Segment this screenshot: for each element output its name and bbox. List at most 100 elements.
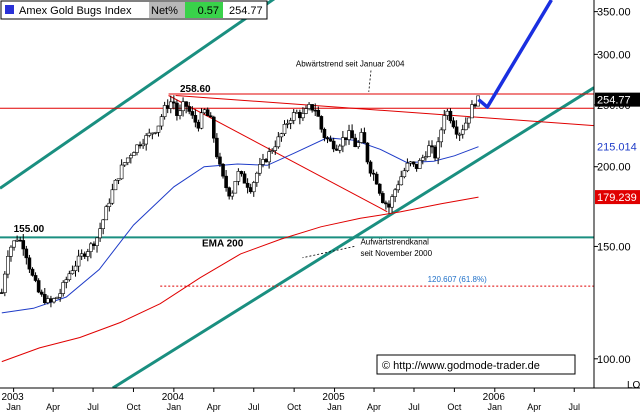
x-tick-month: Jan [327, 402, 342, 412]
candle-body [251, 182, 256, 193]
x-tick-year: 2003 [1, 392, 24, 403]
candle-body [467, 117, 471, 124]
candle-body [98, 228, 102, 239]
plot-clip-group: 258.60 155.00 EMA 200 Abwärtstrend seit Jan… [0, 0, 594, 388]
candle-body [181, 101, 185, 112]
candle-body [331, 140, 336, 150]
candle-body [92, 243, 96, 246]
value-label-bg [595, 190, 640, 205]
candle-body [89, 243, 93, 252]
candle-body [15, 239, 19, 242]
candle-body [190, 111, 195, 116]
projection-arrow [477, 0, 553, 109]
candle-body [61, 282, 66, 294]
candle-body [227, 187, 231, 197]
candle-body [427, 145, 431, 157]
candle-body [402, 170, 407, 178]
x-tick-month: Jan [167, 402, 182, 412]
header-net-value: 0.57 [198, 5, 219, 17]
candle-body [55, 296, 59, 299]
y-tick-label: 350.00 [597, 7, 631, 19]
candle-body [470, 104, 474, 119]
candle-body [230, 192, 235, 197]
header-net-label-bg [149, 2, 185, 18]
copyright-box: © http://www.godmode-trader.de [376, 354, 576, 375]
candle-body [362, 132, 367, 144]
candle-body [377, 183, 382, 194]
candle-body [199, 112, 204, 129]
candle-body [58, 293, 62, 298]
candle-body [457, 133, 462, 136]
candle-body [319, 116, 324, 130]
candle-body [36, 280, 41, 293]
x-tick-year: 2005 [322, 392, 345, 403]
candle-body [414, 163, 419, 169]
y-tick-label: 300.00 [597, 49, 631, 61]
candle-body [129, 155, 133, 159]
copyright-text: © http://www.godmode-trader.de [382, 360, 540, 372]
candle-body [347, 130, 351, 140]
candle-body [405, 162, 410, 172]
candle-body [350, 130, 354, 139]
candle-body [242, 173, 247, 184]
x-tick-month: Jul [568, 402, 580, 412]
candle-body [27, 257, 32, 270]
candle-body [381, 193, 385, 204]
candle-body [172, 101, 176, 104]
chart-annotation: Abwärtstrend seit Januar 2004 [296, 60, 405, 69]
ema200-line [1, 196, 479, 363]
candle-body [70, 270, 75, 275]
candle-body [67, 273, 72, 281]
candle-body [144, 135, 148, 145]
candle-body [264, 159, 268, 163]
value-label: 179.239 [597, 192, 637, 204]
candle-body [371, 172, 376, 175]
candle-body [233, 181, 238, 194]
annotation-pointer [302, 246, 355, 259]
candle-body [411, 161, 416, 165]
candle-body [82, 253, 87, 257]
candle-body [460, 129, 465, 135]
candle-body [184, 101, 188, 107]
candle-body [430, 145, 434, 148]
value-label-bg [595, 139, 640, 154]
candle-body [313, 109, 318, 112]
chart-annotation: 120.607 (61.8%) [428, 275, 487, 284]
candle-body [86, 251, 90, 257]
candle-body [454, 126, 459, 135]
candle-body [156, 125, 161, 133]
candle-body [64, 279, 69, 283]
header-net-value-bg [185, 2, 223, 18]
header-net-label: Net% [151, 5, 178, 17]
x-tick-month: Jul [408, 402, 420, 412]
candle-body [24, 248, 29, 259]
candle-body [291, 112, 296, 121]
candle-body [101, 219, 105, 229]
candle-body [316, 110, 321, 117]
value-label: 215.014 [597, 142, 637, 154]
candle-body [18, 239, 22, 242]
candle-body [138, 144, 142, 147]
x-tick-month: Jan [488, 402, 503, 412]
candle-body [417, 160, 422, 169]
candle-body [396, 184, 400, 191]
candle-body [122, 162, 127, 166]
candle-body [224, 175, 228, 189]
trend-line [175, 95, 594, 127]
candle-body [310, 104, 314, 111]
x-tick-month: Oct [447, 402, 462, 412]
x-tick-month: Jul [87, 402, 99, 412]
candle-body [301, 113, 305, 119]
candle-body [187, 106, 192, 112]
candle-body [245, 182, 250, 188]
x-tick-month: Jan [6, 402, 21, 412]
candle-body [356, 142, 361, 148]
candle-body [0, 292, 4, 294]
candle-body [135, 144, 139, 153]
candle-body [95, 237, 99, 246]
candle-body [150, 132, 155, 135]
candle-body [12, 240, 16, 248]
y-tick-label: 200.00 [597, 162, 631, 174]
x-tick-year: 2004 [162, 392, 185, 403]
candle-body [282, 123, 287, 134]
